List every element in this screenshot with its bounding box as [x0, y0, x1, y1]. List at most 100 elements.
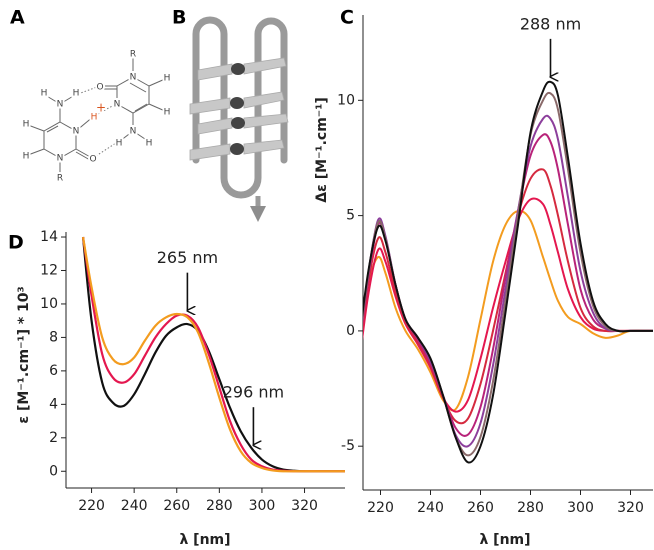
bond [148, 78, 166, 87]
annotation: 288 nm [520, 14, 581, 33]
structure [27, 56, 166, 177]
bond [46, 125, 59, 133]
atom: N [57, 100, 64, 110]
series-group [81, 236, 345, 473]
x-tick-label: 320 [291, 498, 318, 514]
x-tick-label: 280 [206, 498, 233, 514]
x-tick-label: 260 [467, 500, 494, 516]
proton [231, 117, 245, 129]
proton [230, 143, 244, 155]
atom: R [57, 174, 63, 184]
y-tick-label: 10 [40, 296, 58, 312]
bond [27, 148, 45, 156]
bond [119, 130, 134, 142]
x-tick-label: 300 [567, 500, 594, 516]
hydrogen-bond [97, 104, 115, 115]
atom: H [23, 152, 30, 162]
atom: N [130, 73, 137, 83]
x-tick-label: 280 [517, 500, 544, 516]
atom: H [164, 74, 171, 84]
atom: O [96, 83, 103, 93]
atom: R [130, 50, 136, 60]
panel-letter: C [340, 7, 354, 29]
y-tick-label: 5 [346, 208, 355, 224]
strand [192, 16, 288, 199]
x-tick-label: 320 [617, 500, 644, 516]
bond [75, 115, 95, 132]
atom: O [89, 155, 96, 165]
spectrum-line [81, 236, 345, 473]
i-motif-diagram [189, 16, 289, 222]
y-tick-label: 6 [49, 363, 58, 379]
bond [75, 151, 91, 161]
atom: H [41, 89, 48, 99]
spectrum-line [81, 236, 345, 473]
atom: H [164, 108, 171, 118]
bond [27, 124, 45, 132]
annotation: 265 nm [157, 248, 218, 267]
series-group [363, 80, 653, 464]
atom: N [57, 154, 64, 164]
atom: H [73, 89, 80, 99]
y-tick-label: 0 [49, 463, 58, 479]
y-tick-label: 8 [49, 329, 58, 345]
base-plate [243, 139, 285, 155]
hydrogen-bond [77, 86, 98, 95]
base-plate [189, 143, 231, 161]
y-tick-label: 12 [40, 262, 58, 278]
proton [231, 63, 245, 75]
chart: -5 0 5 10 220 240 260 280 300 320 λ [nm] Δε [M⁻¹.cm… [314, 14, 653, 548]
atom: H [91, 113, 98, 123]
spectrum-line [363, 168, 653, 425]
atom: N [73, 127, 80, 137]
atom: H [23, 120, 30, 130]
atom: H [116, 139, 123, 149]
x-tick-label: 220 [367, 500, 394, 516]
strand [207, 33, 213, 60]
bond [129, 82, 147, 93]
bond [132, 130, 149, 142]
x-tick-label: 220 [78, 498, 105, 514]
bond [59, 94, 76, 105]
atoms: R N O N H H N H H H N H H + N O N R H H [21, 48, 173, 186]
atom: + [96, 101, 106, 115]
bond [44, 94, 61, 105]
panel-letter: D [8, 232, 24, 254]
spectrum-line [363, 80, 653, 464]
base-plate [243, 57, 287, 75]
y-tick-label: 2 [49, 430, 58, 446]
x-tick-label: 300 [249, 498, 276, 514]
x-axis-label: λ [nm] [179, 532, 230, 548]
base-plate [197, 63, 233, 81]
x-axis-label: λ [nm] [479, 532, 530, 548]
base-plate [189, 97, 231, 115]
panel-letter: A [10, 7, 25, 29]
x-tick-label: 240 [121, 498, 148, 514]
atom: N [114, 100, 121, 110]
base-plate [243, 91, 285, 109]
annotation: 296 nm [223, 383, 284, 402]
y-tick-label: 10 [337, 92, 355, 108]
base-plate [197, 117, 233, 135]
hydrogen-bond [95, 142, 117, 157]
chart: 0 2 4 6 8 10 12 14 220 240 260 280 300 320 λ [nm] ε [M⁻… [16, 229, 345, 548]
spectrum-line [81, 236, 345, 473]
x-tick-label: 260 [163, 498, 190, 514]
y-axis-label: Δε [M⁻¹.cm⁻¹] [314, 97, 330, 202]
panel-letter: B [172, 7, 186, 29]
y-tick-label: 14 [40, 229, 58, 245]
spectrum-line [363, 197, 653, 413]
y-tick-label: 0 [346, 323, 355, 339]
atom: H [146, 139, 153, 149]
spectrum-line [363, 209, 653, 412]
atom: N [130, 127, 137, 137]
y-tick-label: -5 [341, 438, 355, 454]
bond [134, 103, 148, 112]
bond [148, 103, 166, 112]
x-tick-label: 240 [417, 500, 444, 516]
bond [75, 148, 93, 159]
y-tick-label: 4 [49, 396, 58, 412]
proton [230, 97, 244, 109]
y-axis-label: ε [M⁻¹.cm⁻¹] * 10³ [16, 286, 32, 423]
